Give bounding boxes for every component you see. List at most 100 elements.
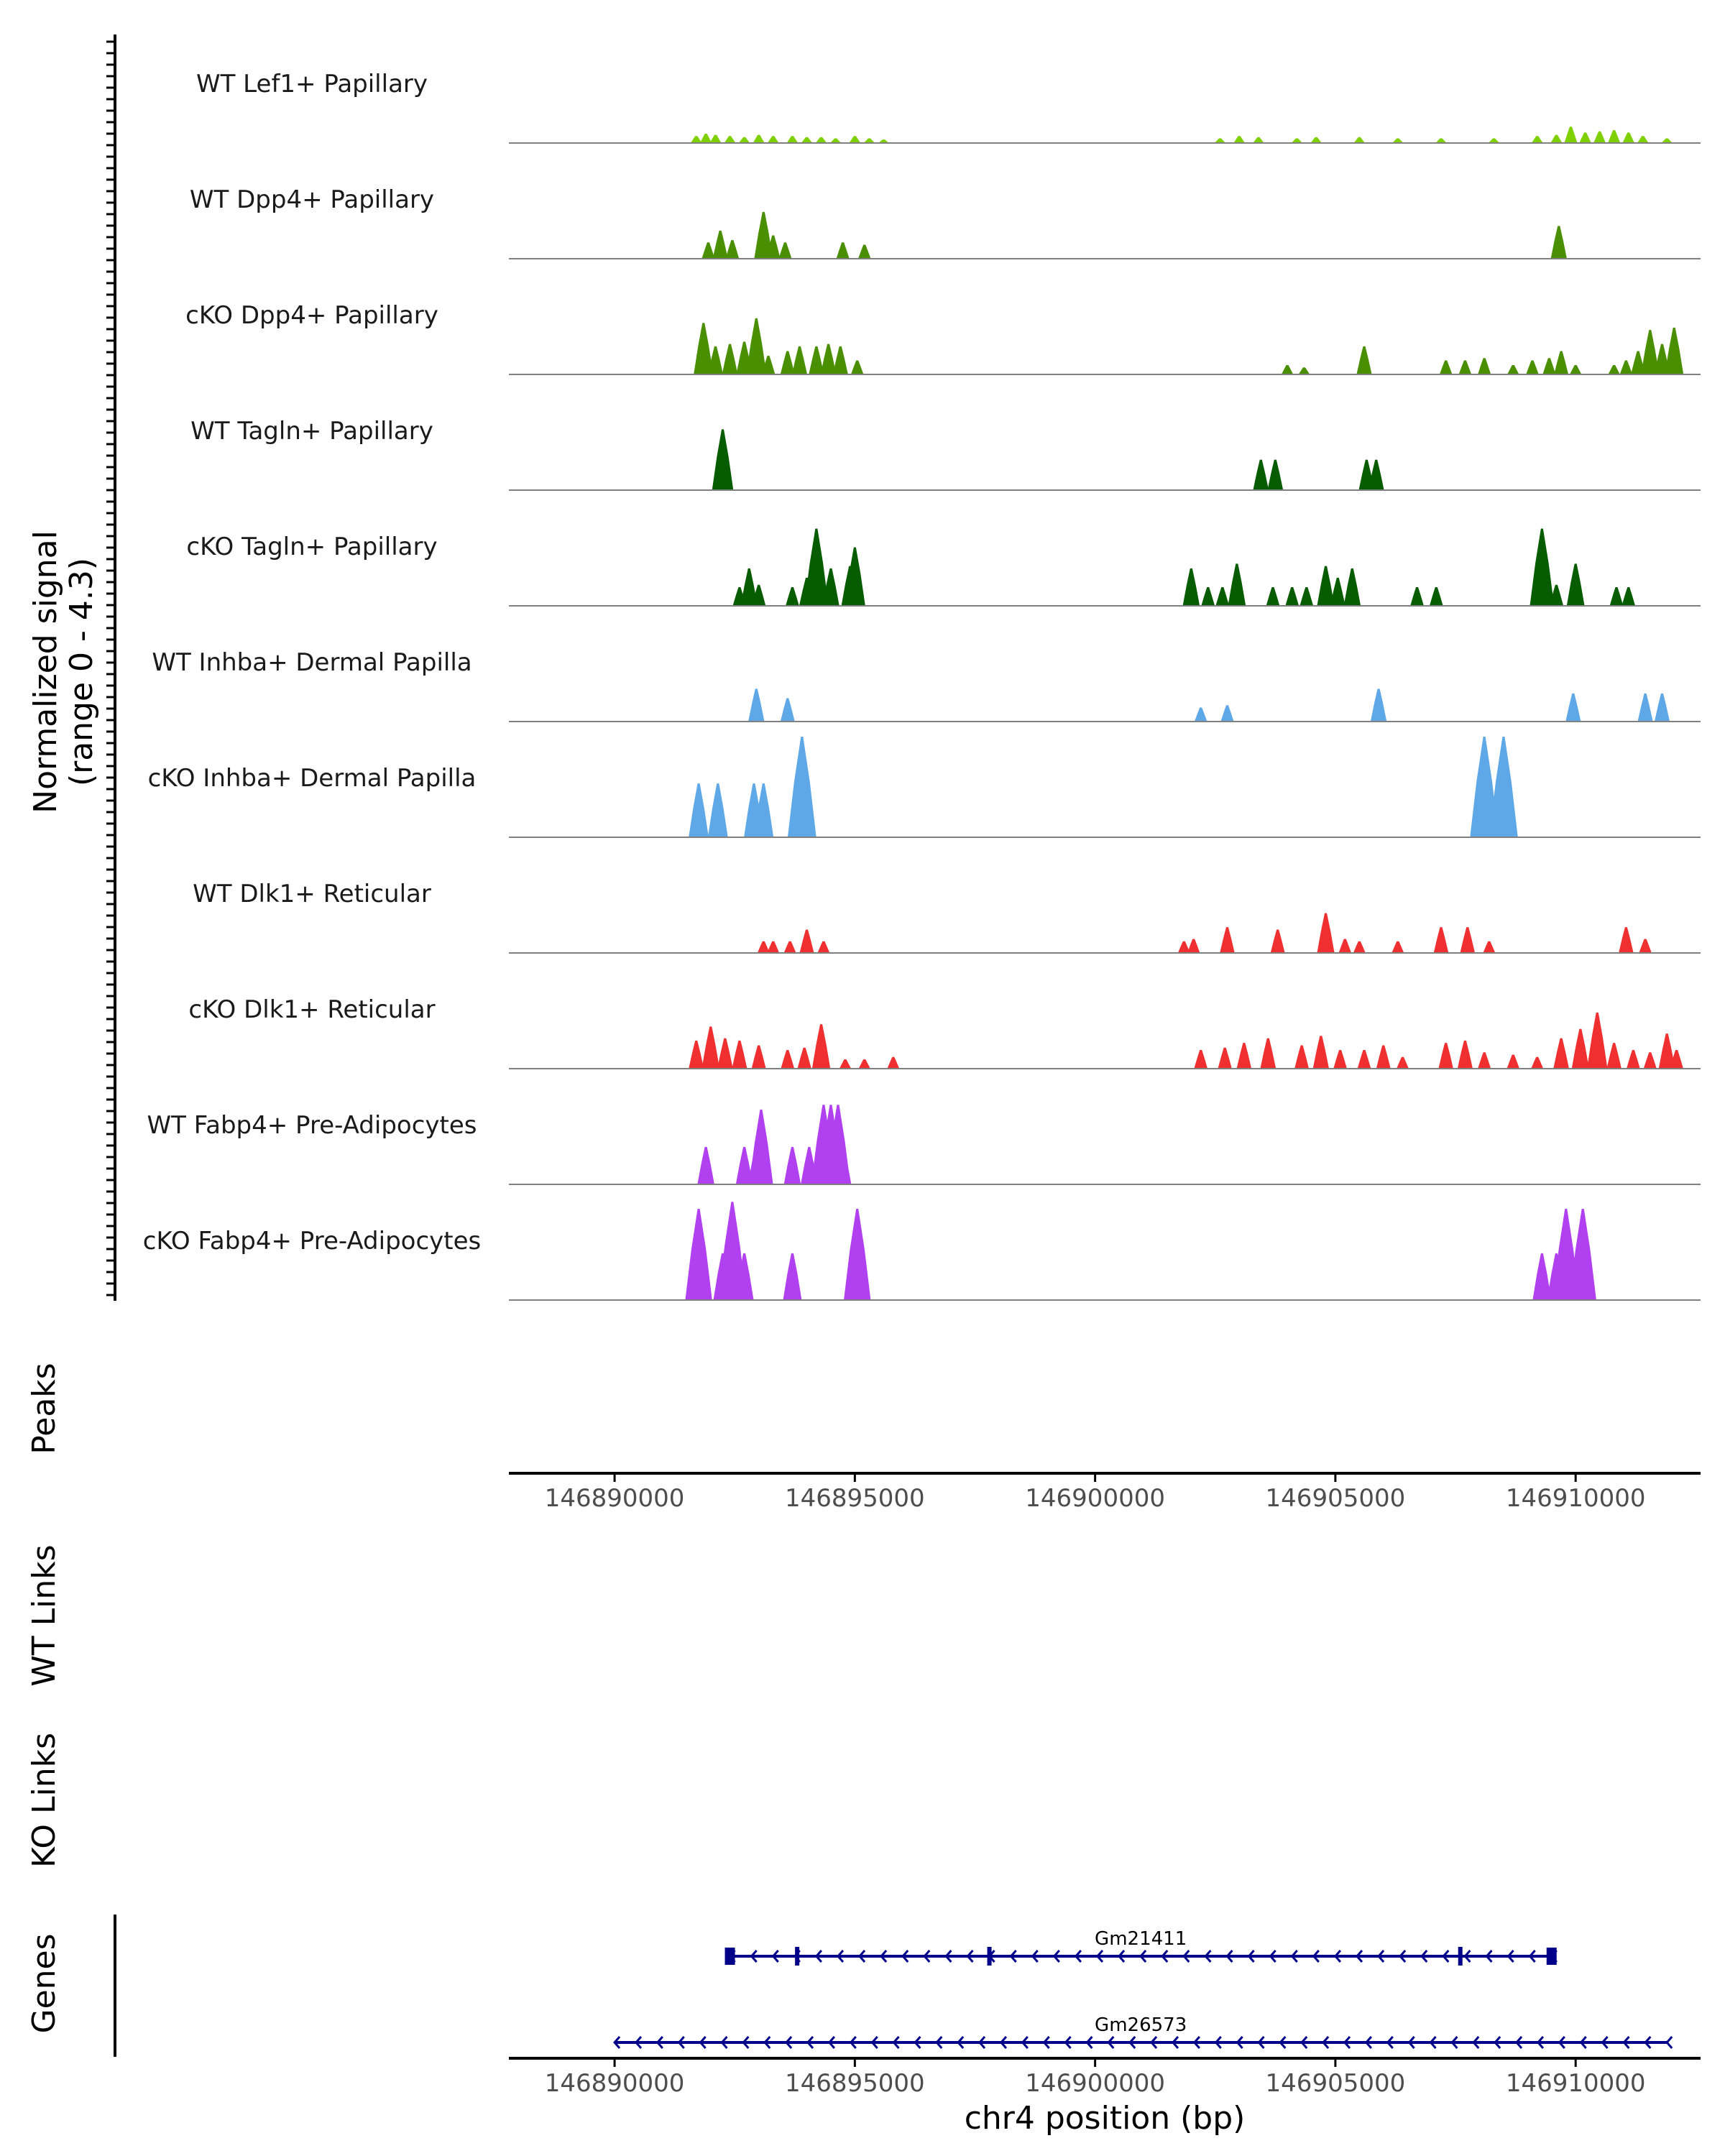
signal-peak: [1554, 351, 1569, 374]
strand-arrow: [814, 1950, 822, 1963]
signal-peak: [1236, 1043, 1252, 1069]
signal-peak: [1654, 693, 1670, 722]
strand-arrow: [1485, 1950, 1493, 1963]
signal-peak: [820, 344, 837, 374]
signal-peak: [732, 1040, 748, 1069]
signal-peak: [1670, 1049, 1683, 1069]
signal-peak: [850, 360, 864, 374]
signal-peak: [1637, 693, 1653, 722]
strand-arrow: [901, 1950, 909, 1963]
signal-peak: [1220, 705, 1234, 722]
strand-arrow: [1472, 2036, 1480, 2049]
strand-arrow: [1052, 1950, 1060, 1963]
x-tick-label: 146900000: [1025, 1484, 1165, 1513]
signal-peak: [1458, 360, 1472, 374]
signal-peak: [751, 1045, 766, 1069]
strand-arrow: [892, 2036, 900, 2049]
signal-peak: [1312, 1036, 1330, 1069]
strand-arrow: [1171, 2036, 1179, 2049]
signal-peak: [1333, 1049, 1347, 1069]
signal-peak: [1569, 1209, 1596, 1300]
strand-arrow: [1386, 2036, 1394, 2049]
signal-peak: [1526, 360, 1539, 374]
signal-peak: [787, 737, 816, 837]
strand-arrow: [849, 2036, 857, 2049]
signal-peak: [843, 1209, 871, 1300]
strand-arrow: [1644, 2036, 1652, 2049]
strand-arrow: [742, 2036, 750, 2049]
strand-arrow: [1204, 1950, 1212, 1963]
x-tick-label: 146895000: [785, 1484, 925, 1513]
track-cko-dpp4-papillary: cKO Dpp4+ Papillary: [185, 301, 1701, 375]
strand-arrow: [1300, 2036, 1308, 2049]
signal-peak: [1478, 1052, 1491, 1069]
signal-peak: [1376, 1045, 1391, 1069]
signal-peak: [1392, 941, 1404, 953]
track-label: cKO Dpp4+ Papillary: [185, 301, 438, 330]
track-wt-lef1-papillary: WT Lef1+ Papillary: [196, 70, 1701, 144]
signal-peak: [1532, 1253, 1552, 1300]
track-wt-dpp4-papillary: WT Dpp4+ Papillary: [190, 185, 1701, 259]
signal-peak: [863, 138, 875, 143]
signal-peak: [815, 137, 827, 143]
signal-peak: [702, 1026, 720, 1069]
x-tick-label: 146905000: [1266, 2069, 1406, 2098]
strand-arrow: [1009, 1950, 1017, 1963]
strand-arrow: [1528, 1950, 1536, 1963]
signal-peak: [1661, 138, 1673, 143]
track-label: WT Inhba+ Dermal Papilla: [152, 648, 472, 677]
signal-peak: [1507, 364, 1519, 374]
y-axis-title: Normalized signal (range 0 - 4.3): [27, 530, 100, 814]
signal-peak: [1253, 459, 1269, 490]
strand-arrow: [923, 1950, 931, 1963]
signal-peak: [839, 1059, 852, 1069]
strand-arrow: [1377, 1950, 1385, 1963]
strand-arrow: [1420, 1950, 1428, 1963]
strand-arrow: [1322, 2036, 1330, 2049]
signal-peak: [707, 346, 724, 374]
signal-peak: [1353, 137, 1366, 143]
signal-peak: [778, 242, 792, 259]
signal-peak: [1506, 1054, 1520, 1069]
signal-peak: [1457, 1040, 1473, 1069]
exon: [1546, 1948, 1557, 1965]
exon: [1458, 1947, 1463, 1966]
strand-arrow: [1161, 1950, 1169, 1963]
signal-peak: [830, 138, 842, 143]
track-label: cKO Fabp4+ Pre-Adipocytes: [143, 1227, 482, 1256]
signal-peak: [1531, 1056, 1544, 1069]
signal-peak: [801, 137, 813, 143]
track-wt-fabp4-pre-adipocytes: WT Fabp4+ Pre-Adipocytes: [147, 1105, 1701, 1185]
strand-arrow: [1182, 1950, 1190, 1963]
track-label: WT Fabp4+ Pre-Adipocytes: [147, 1111, 477, 1140]
signal-peak: [780, 351, 795, 374]
signal-peak: [1627, 1049, 1640, 1069]
signal-peak: [1353, 941, 1366, 953]
strand-arrow: [870, 2036, 878, 2049]
signal-peak: [1606, 1043, 1622, 1069]
strand-arrow: [1107, 2036, 1115, 2049]
x-tick-label: 146895000: [785, 2069, 925, 2098]
track-cko-tagln-papillary: cKO Tagln+ Papillary: [186, 528, 1701, 607]
signal-peak: [689, 1040, 704, 1069]
signal-peak: [753, 134, 765, 143]
signal-peak: [1478, 358, 1491, 374]
strand-arrow: [1095, 1950, 1104, 1963]
signal-peak: [1182, 568, 1200, 606]
signal-tracks: WT Lef1+ Papillary WT Dpp4+ Papillary cKO …: [143, 70, 1701, 1301]
strand-arrow: [1085, 2036, 1093, 2049]
signal-peak: [1370, 688, 1387, 722]
track-wt-dlk1-reticular: WT Dlk1+ Reticular: [193, 880, 1701, 954]
strand-arrow: [763, 2036, 771, 2049]
track-label: WT Dlk1+ Reticular: [193, 880, 431, 908]
signal-peak: [849, 136, 861, 143]
peaks-x-axis-ticks: 146890000 146895000 146900000 146905000 1469…: [545, 1473, 1646, 1513]
signal-peak: [1435, 138, 1447, 143]
signal-peak: [1233, 136, 1246, 143]
signal-peak: [1587, 1012, 1608, 1069]
gene-label: Gm21411: [1095, 1928, 1187, 1950]
strand-arrow: [1279, 2036, 1287, 2049]
strand-arrow: [1364, 2036, 1373, 2049]
track-cko-inhba-dermal-papilla: cKO Inhba+ Dermal Papilla: [148, 737, 1701, 838]
signal-peak: [1220, 927, 1235, 953]
